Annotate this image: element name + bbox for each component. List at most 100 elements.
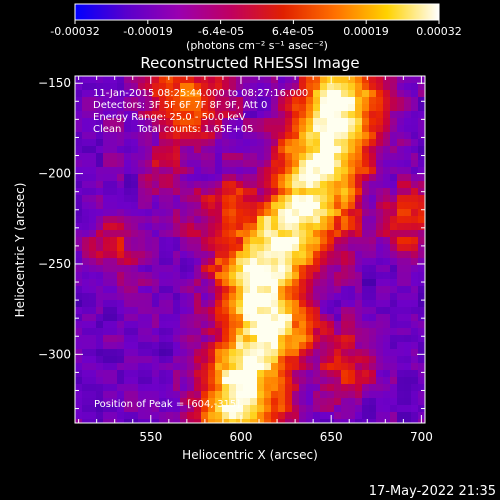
heatmap-cell [341, 405, 349, 413]
heatmap-cell [103, 398, 111, 406]
heatmap-cell [194, 258, 202, 266]
heatmap-cell [418, 118, 425, 126]
heatmap-cell [348, 356, 356, 364]
heatmap-cell [257, 293, 265, 301]
heatmap-cell [278, 398, 286, 406]
heatmap-cell [418, 125, 425, 133]
heatmap-cell [271, 384, 279, 392]
heatmap-cell [376, 174, 384, 182]
heatmap-cell [152, 412, 160, 420]
heatmap-cell [173, 398, 181, 406]
heatmap-cell [229, 405, 237, 413]
heatmap-cell [411, 167, 419, 175]
heatmap-cell [208, 265, 216, 273]
heatmap-cell [110, 349, 118, 357]
heatmap-cell [334, 104, 342, 112]
heatmap-cell [383, 230, 391, 238]
heatmap-cell [229, 342, 237, 350]
heatmap-cell [390, 146, 398, 154]
heatmap-cell [208, 398, 216, 406]
heatmap-cell [376, 139, 384, 147]
heatmap-cell [152, 223, 160, 231]
heatmap-cell [327, 258, 335, 266]
heatmap-cell [194, 125, 202, 133]
heatmap-cell [180, 174, 188, 182]
heatmap-cell [222, 328, 230, 336]
heatmap-cell [320, 202, 328, 210]
heatmap-cell [250, 300, 258, 308]
heatmap-cell [159, 335, 167, 343]
heatmap-cell [383, 405, 391, 413]
footer-timestamp: 17-May-2022 21:35 [369, 484, 496, 499]
heatmap-cell [264, 342, 272, 350]
heatmap-cell [397, 342, 405, 350]
heatmap-cell [208, 300, 216, 308]
heatmap-cell [124, 146, 132, 154]
heatmap-cell [355, 202, 363, 210]
heatmap-cell [194, 188, 202, 196]
heatmap-cell [110, 230, 118, 238]
heatmap-cell [397, 216, 405, 224]
heatmap-cell [82, 181, 90, 189]
plot-frame [74, 75, 426, 424]
heatmap-cell [236, 356, 244, 364]
heatmap-cell [313, 76, 321, 84]
heatmap-cell [75, 279, 83, 287]
heatmap-cell [299, 139, 307, 147]
heatmap-cell [166, 209, 174, 217]
heatmap-cell [383, 125, 391, 133]
axis-ticks [75, 76, 425, 423]
heatmap-cell [187, 216, 195, 224]
heatmap-cell [229, 125, 237, 133]
heatmap-cell [131, 412, 139, 420]
heatmap-cell [180, 384, 188, 392]
heatmap-cell [369, 419, 377, 423]
heatmap-cell [348, 258, 356, 266]
heatmap-cell [152, 83, 160, 91]
heatmap-cell [145, 272, 153, 280]
heatmap-cell [271, 188, 279, 196]
heatmap-cell [299, 230, 307, 238]
heatmap-cell [138, 209, 146, 217]
heatmap-cell [96, 405, 104, 413]
heatmap-cell [285, 405, 293, 413]
heatmap-cell [397, 356, 405, 364]
heatmap-cell [257, 76, 265, 84]
heatmap-cell [390, 265, 398, 273]
heatmap-cell [362, 230, 370, 238]
heatmap-cell [362, 328, 370, 336]
heatmap-cell [166, 244, 174, 252]
heatmap-cell [131, 104, 139, 112]
heatmap-cell [208, 307, 216, 315]
heatmap-cell [180, 90, 188, 98]
heatmap-cell [75, 265, 83, 273]
heatmap-cell [152, 97, 160, 105]
heatmap-cell [229, 321, 237, 329]
heatmap-cell [278, 405, 286, 413]
heatmap-cell [292, 104, 300, 112]
heatmap-cell [404, 181, 412, 189]
heatmap-cell [383, 97, 391, 105]
heatmap-cell [117, 384, 125, 392]
heatmap-cell [257, 139, 265, 147]
heatmap-cell [103, 335, 111, 343]
heatmap-cell [299, 286, 307, 294]
heatmap-cell [355, 118, 363, 126]
heatmap-cell [82, 174, 90, 182]
heatmap-cell [124, 160, 132, 168]
heatmap-cell [292, 125, 300, 133]
heatmap-cell [292, 146, 300, 154]
heatmap-cell [376, 412, 384, 420]
heatmap-cell [222, 391, 230, 399]
heatmap-cell [327, 377, 335, 385]
heatmap-cell [278, 370, 286, 378]
heatmap-cell [82, 419, 90, 423]
heatmap-cell [376, 321, 384, 329]
heatmap-cell [110, 174, 118, 182]
heatmap-cell [145, 279, 153, 287]
heatmap-cell [159, 209, 167, 217]
heatmap-cell [411, 258, 419, 266]
heatmap-cell [215, 279, 223, 287]
heatmap-cell [166, 370, 174, 378]
heatmap-cell [313, 90, 321, 98]
